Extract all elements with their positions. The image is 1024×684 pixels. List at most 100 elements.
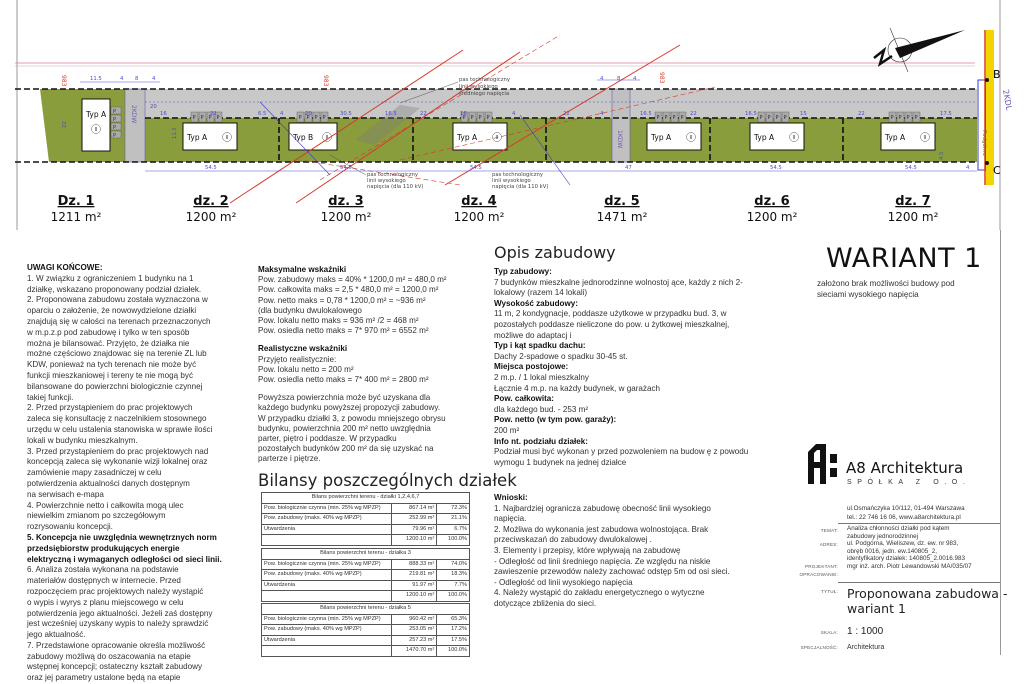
dimension-label: 20 <box>305 111 312 117</box>
row-label: Pow. zabudowy (maks. 40% wg MPZP) <box>261 624 392 636</box>
plot-area: 1200 m² <box>454 210 505 224</box>
svg-text:P: P <box>209 115 212 121</box>
plot-name: dz. 4 <box>461 194 496 209</box>
svg-text:P: P <box>673 115 676 121</box>
plot-area: 1200 m² <box>888 210 939 224</box>
svg-text:P: P <box>915 115 918 121</box>
note-line: na serwisach e-mapa <box>27 489 104 499</box>
dimension-label: 4 <box>280 111 284 117</box>
description-text: pozostałych poddasze nieliczone do pow. … <box>494 319 730 329</box>
total-percent: 100.0% <box>436 590 470 602</box>
conclusion-line: 3. Elementy i przepisy, które wpływają n… <box>494 545 681 555</box>
conclusion-line: - Odległość od linii wysokiego napięcia <box>494 577 633 587</box>
label-address: ADRES: <box>819 542 838 547</box>
note-line: lokali w budynku mieszkalnym. <box>27 435 138 445</box>
table-row: Pow. zabudowy (maks. 40% wg MPZP) 252.99 … <box>261 513 470 525</box>
dimension-label: 54.5 <box>340 165 352 171</box>
note-line: oparciu o założenie, że nowowydzielone d… <box>27 306 197 316</box>
svg-text:P: P <box>463 115 466 121</box>
technology-strip <box>355 105 420 145</box>
label-title: TYTUŁ: <box>820 589 838 594</box>
plot-boundaries <box>15 88 977 163</box>
dimension-label: 30.5 <box>340 111 352 117</box>
note-line: jest wcześniej uzyskany wypis to należy … <box>27 619 209 629</box>
parcel-number: 983 <box>658 72 665 84</box>
dimension-label: 4.5 <box>939 152 945 160</box>
company-logo <box>808 444 837 484</box>
balance-table: Bilans powierzchni terenu - działka 3 Pow… <box>261 548 470 602</box>
description: Typ zabudowy: 7 budynków mieszkalne jedno… <box>494 267 748 468</box>
paragraph-line: budynku, powierzchnia 200 m² netto uwzgl… <box>258 423 431 433</box>
annotation-medium-voltage: pas technologiczny linii wysokiego średn… <box>459 77 510 97</box>
table-caption: Bilans powierzchni terenu - działka 5 <box>261 603 470 615</box>
svg-text:P: P <box>193 115 196 121</box>
site-address-line: obręb 0016, jedn. ew.140805_2, <box>847 547 937 555</box>
power-lines <box>229 34 716 204</box>
table-row: Pow. biologicznie czynna (min. 25% wg MP… <box>261 613 470 625</box>
paragraph-line: parterze i piętrze. <box>258 454 321 464</box>
access-road-band <box>145 89 977 118</box>
balances-title: Bilansy poszczególnych działek <box>258 471 517 490</box>
svg-text:P: P <box>776 115 779 121</box>
table-row: Utwardzenia 79.96 m² 6.7% <box>261 523 470 535</box>
description-heading: Wysokość zabudowy: <box>494 298 578 308</box>
note-line: niewielkim zmianom po szczegółowym <box>27 511 166 521</box>
floors-label: II <box>326 135 329 141</box>
title-block-info: Analiza chłonności działki pod kątem zab… <box>847 525 972 571</box>
row-area: 960.42 m² <box>390 613 438 625</box>
label-designer: PROJEKTANT: <box>805 564 838 569</box>
dimension-label: 8 <box>135 76 139 82</box>
floors-label: II <box>924 135 927 141</box>
plot-area: 1200 m² <box>321 210 372 224</box>
description-title: Opis zabudowy <box>494 243 616 262</box>
plot-name: dz. 3 <box>328 194 363 209</box>
final-notes: UWAGI KOŃCOWE: 1. W związku z ograniczen… <box>27 263 222 684</box>
note-line: 4. Powierzchnie netto i całkowita mogą u… <box>27 500 184 510</box>
floors-label: II <box>496 135 499 141</box>
floors-badge <box>686 132 696 142</box>
leader-line <box>399 81 459 104</box>
svg-text:P: P <box>891 115 894 121</box>
note-line: bilansowane do powierzchni biologicznie … <box>27 381 203 391</box>
drawing-title-line: wariant 1 <box>847 601 906 616</box>
floors-badge <box>322 132 332 142</box>
leader-line <box>329 154 367 176</box>
road-1kdw <box>611 88 631 163</box>
row-area: 867.14 m² <box>390 502 438 514</box>
note-line: jego aktualność. <box>27 630 86 640</box>
row-label: Pow. zabudowy (maks. 40% wg MPZP) <box>261 513 392 525</box>
row-label: Pow. biologicznie czynna (min. 25% wg MP… <box>261 558 392 570</box>
variant-subtitle-line: sieciami wysokiego napięcia <box>817 289 919 299</box>
site-address-line: identyfikatory działek: 140805_2.0016.98… <box>847 555 965 563</box>
road-label-1kdw: 1KDW <box>616 130 623 148</box>
description-text: wymogu 1 budynek na jednej działce <box>494 457 627 467</box>
floors-badge <box>492 132 502 142</box>
note-line: funkcji mieszkaniowej i tereny te nie mo… <box>27 370 193 380</box>
row-area: 91.97 m² <box>390 579 438 591</box>
company-phone-web: tel.: 22 746 16 06, www.a8architektura.p… <box>847 513 961 521</box>
description-text: 2 m.p. / 1 lokal mieszkalny <box>494 372 589 382</box>
street-label-podgorna: Podgórna <box>981 130 988 156</box>
plot-area: 1200 m² <box>747 210 798 224</box>
distance-line <box>519 114 571 186</box>
paragraph-line: każdego budynku powyższej propozycji zab… <box>258 403 441 413</box>
dimension-label: 4 <box>600 76 604 82</box>
svg-text:P: P <box>471 115 474 121</box>
conclusion-line: napięcia. <box>494 514 527 524</box>
svg-text:P: P <box>315 115 318 121</box>
description-text: lokalowy (razem 14 lokali) <box>494 288 588 298</box>
floors-badge <box>222 132 232 142</box>
note-line: zamówienie mapy zasadniczej w celu <box>27 468 162 478</box>
row-percent: 72.3% <box>436 502 470 514</box>
description-text: Podział musi być wykonan y przed pozwole… <box>494 447 749 457</box>
table-row: Pow. biologicznie czynna (min. 25% wg MP… <box>261 502 470 514</box>
svg-text:P: P <box>201 115 204 121</box>
drawing-title-line: Proponowana zabudowa - <box>847 586 1008 601</box>
annotation-high-voltage: pas technologiczny linii wysokiego napię… <box>367 172 423 190</box>
row-percent: 18.3% <box>436 569 470 581</box>
